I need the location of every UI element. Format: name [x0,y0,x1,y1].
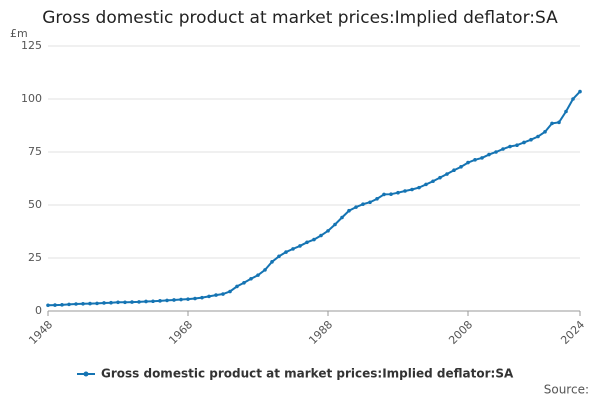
y-unit: £m [10,27,28,40]
marker [466,160,470,165]
marker [60,303,64,307]
marker [403,189,407,193]
marker [207,294,211,299]
marker [452,168,456,173]
marker [130,300,134,304]
marker [242,281,246,285]
marker [67,302,71,307]
marker [228,289,232,294]
marker [508,144,512,149]
marker [382,192,386,197]
marker [326,229,330,233]
marker [459,165,463,169]
marker [53,303,57,307]
marker [515,143,519,148]
marker [410,187,414,192]
marker [270,260,274,264]
marker [473,158,477,162]
marker [298,244,302,248]
legend-label: Gross domestic product at market prices:… [101,367,514,381]
marker [396,190,400,195]
marker [193,296,197,301]
marker [417,185,421,190]
marker [172,298,176,302]
marker [81,301,85,306]
marker [249,276,253,281]
marker [564,109,568,114]
marker [368,200,372,205]
marker [445,172,449,176]
marker [522,140,526,145]
marker [375,197,379,201]
y-tick-label: 75 [28,145,42,158]
y-tick-label: 100 [21,92,42,105]
marker [501,147,505,151]
marker [263,268,267,272]
y-tick-label: 0 [35,304,42,317]
marker [116,300,120,305]
marker [179,297,183,302]
marker [46,303,50,308]
legend-marker [83,371,89,377]
marker [235,284,239,289]
marker [284,250,288,254]
x-tick-label: 1988 [306,318,335,347]
marker [333,222,337,227]
line [47,90,581,307]
marker [158,299,162,303]
marker [543,130,547,134]
marker [389,192,393,196]
marker [186,297,190,301]
marker [151,299,155,304]
marker [347,208,351,213]
x-tick-label: 2008 [446,318,475,347]
marker [354,205,358,209]
marker [109,300,113,305]
marker [480,156,484,160]
marker [137,300,141,304]
marker [438,175,442,180]
marker [578,89,582,94]
marker [312,237,316,242]
x-tick-label: 2024 [558,318,587,347]
marker [305,240,309,245]
y-tick-label: 125 [21,39,42,52]
marker [319,233,323,238]
marker [424,182,428,187]
marker [256,273,260,277]
marker [165,298,169,303]
marker [144,299,148,304]
y-tick-label: 25 [28,251,42,264]
marker [123,300,127,305]
marker [102,301,106,305]
marker [550,121,554,126]
x-tick-label: 1968 [166,318,195,347]
chart-title: Gross domestic product at market prices:… [42,8,558,28]
marker [340,215,344,220]
marker [291,247,295,251]
marker [200,295,204,300]
marker [221,292,225,296]
marker [536,134,540,139]
x-tick-label: 1948 [26,318,55,347]
marker [557,120,561,125]
marker [277,254,281,259]
source: Source: [544,383,589,397]
y-tick-label: 50 [28,198,42,211]
marker [529,137,533,142]
marker [431,179,435,184]
marker [494,150,498,154]
marker [214,293,218,297]
marker [487,152,491,157]
marker [74,302,78,306]
marker [88,301,92,306]
marker [95,301,99,306]
marker [361,202,365,206]
marker [571,97,575,101]
